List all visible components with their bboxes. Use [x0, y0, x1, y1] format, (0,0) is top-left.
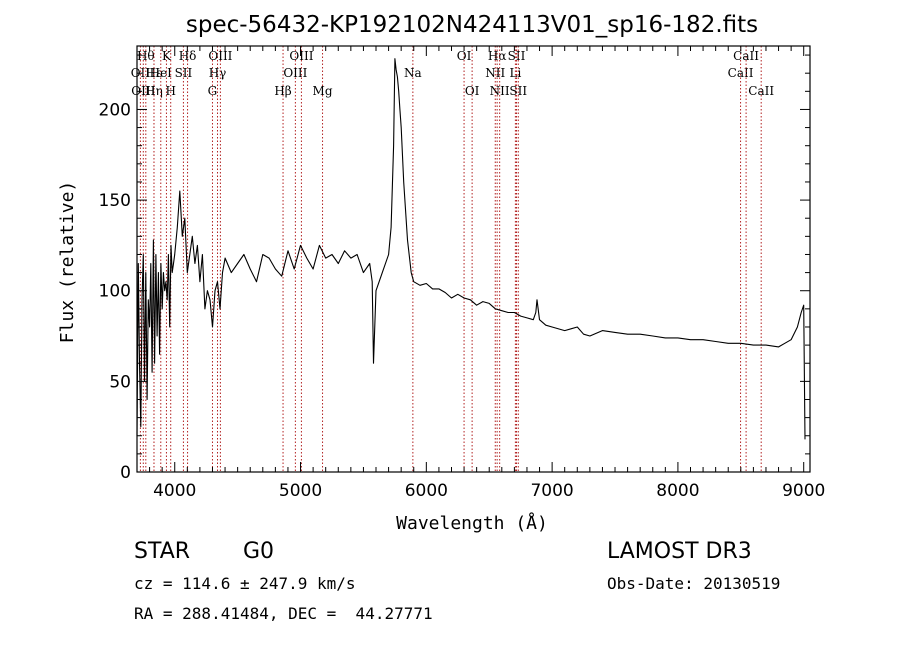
line-label-14: OIII [283, 66, 307, 80]
series-line-flux [136, 58, 806, 440]
survey-name: LAMOST DR3 [607, 539, 752, 564]
line-label-24: SII [508, 49, 526, 63]
x-tick-label-6000: 6000 [405, 481, 448, 501]
y-tick-label-200: 200 [99, 100, 131, 120]
line-label-2: Hθ [137, 49, 155, 63]
object-class: STAR [134, 539, 191, 564]
line-label-5: HeI [150, 66, 173, 80]
line-label-12: OIII [208, 49, 232, 63]
redshift-velocity: cz = 114.6 ± 247.9 km/s [134, 574, 356, 593]
coordinates: RA = 288.41484, DEC = 44.27771 [134, 604, 433, 623]
line-label-22: NII [490, 84, 510, 98]
line-label-18: OI [457, 49, 472, 63]
x-tick-label-7000: 7000 [530, 481, 573, 501]
line-label-7: H [165, 84, 175, 98]
x-tick-label-5000: 5000 [279, 481, 322, 501]
line-label-3: Hε [146, 66, 163, 80]
line-label-27: CaII [733, 49, 759, 63]
chart-title: spec-56432-KP192102N424113V01_sp16-182.f… [186, 12, 758, 38]
flux-series [136, 58, 806, 440]
line-label-16: Mg [313, 84, 333, 98]
x-axis: 4000 5000 6000 7000 8000 9000 [136, 46, 825, 501]
line-label-13: Hβ [274, 84, 291, 98]
y-axis-label: Flux (relative) [57, 181, 78, 344]
y-tick-label-150: 150 [99, 191, 131, 211]
line-label-25: SII [509, 84, 527, 98]
y-axis: 0 50 100 150 200 [99, 54, 810, 483]
line-label-19: OI [465, 84, 480, 98]
line-label-21: Hα [488, 49, 507, 63]
line-label-20: NII [485, 66, 505, 80]
line-label-11: Hγ [209, 66, 227, 80]
line-label-10: G [208, 84, 218, 98]
object-subclass: G0 [243, 539, 275, 564]
y-tick-label-100: 100 [99, 282, 131, 302]
line-label-8: SII [175, 66, 193, 80]
x-tick-label-9000: 9000 [782, 481, 825, 501]
plot-frame [136, 45, 811, 473]
line-label-23: Li [509, 66, 521, 80]
y-tick-label-0: 0 [120, 463, 131, 483]
y-tick-label-50: 50 [109, 372, 131, 392]
line-label-17: Na [404, 66, 422, 80]
line-label-15: OIII [289, 49, 313, 63]
line-label-28: CaII [748, 84, 774, 98]
line-label-26: CaII [728, 66, 754, 80]
line-label-9: Hδ [179, 49, 197, 63]
x-axis-label: Wavelength (Å) [396, 512, 548, 534]
spectral-line-markers: OIIOIIIHθHεHηHeIKHSIIHδGHγOIIIHβOIIIOIII… [131, 46, 774, 472]
observation-date: Obs-Date: 20130519 [607, 574, 781, 593]
line-label-4: Hη [145, 84, 163, 98]
line-label-6: K [162, 49, 172, 63]
x-tick-label-8000: 8000 [656, 481, 699, 501]
x-tick-label-4000: 4000 [153, 481, 196, 501]
